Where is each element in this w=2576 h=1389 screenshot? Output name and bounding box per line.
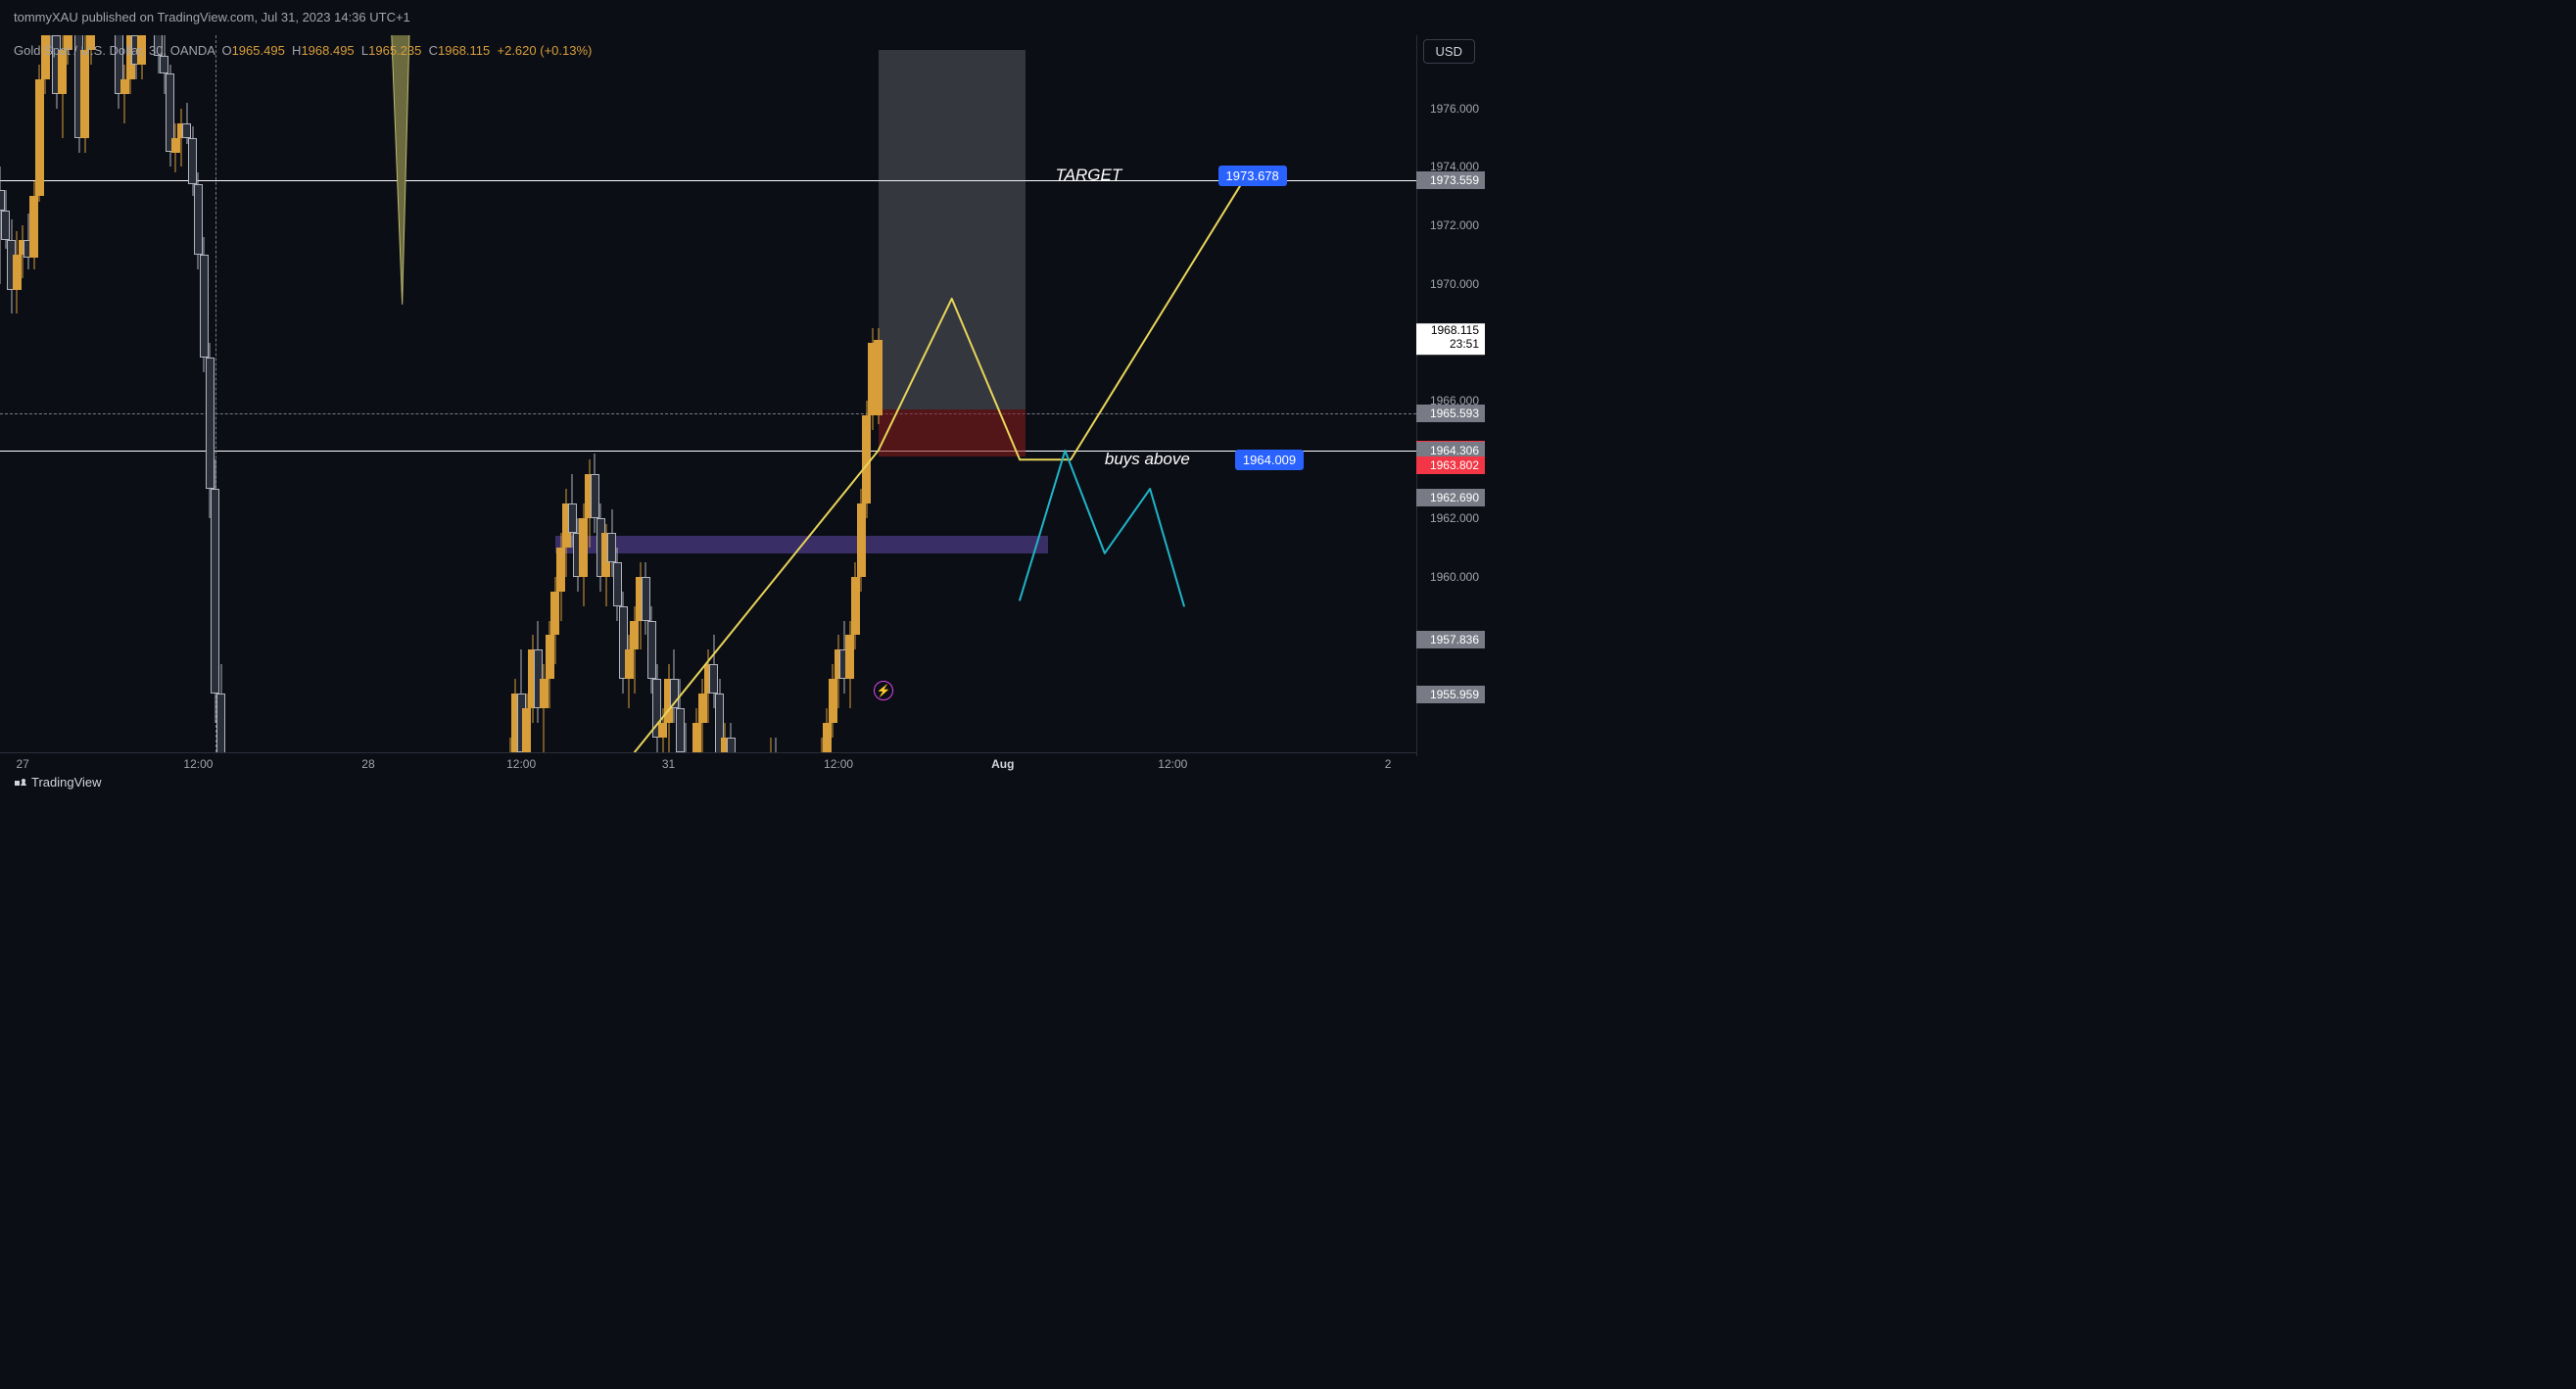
y-tick: 1970.000 [1430, 277, 1479, 291]
ohlc-close: 1968.115 [438, 43, 490, 58]
x-tick: 31 [662, 757, 675, 771]
annotation-text[interactable]: buys above [1105, 450, 1190, 469]
x-tick: 12:00 [824, 757, 853, 771]
x-tick: Aug [991, 757, 1014, 771]
y-price-marker: 1957.836 [1416, 631, 1485, 648]
x-tick: 2 [1385, 757, 1392, 771]
symbol-pair: Gold Spot / U.S. Dollar [14, 43, 142, 58]
y-price-marker: 1963.802 [1416, 456, 1485, 474]
tv-logo-text: TradingView [31, 775, 102, 790]
price-axis[interactable]: 1976.0001974.0001972.0001970.0001966.000… [1416, 35, 1485, 756]
ohlc-high: 1968.495 [301, 43, 354, 58]
tradingview-logo[interactable]: TradingView [14, 775, 102, 790]
annotation-text[interactable]: TARGET [1056, 166, 1122, 185]
currency-button[interactable]: USD [1423, 39, 1475, 64]
symbol-interval: 30 [149, 43, 163, 58]
y-price-marker: 1973.559 [1416, 171, 1485, 189]
time-axis[interactable]: 27 12:00 28 12:00 31 12:00 Aug 12:00 2 [0, 752, 1416, 776]
drawn-rectangle[interactable] [879, 409, 1026, 456]
symbol-source: OANDA [170, 43, 215, 58]
chart-plot-area[interactable]: TARGET buys above 1973.678 1964.009 ⚡ [0, 35, 1416, 752]
symbol-ohlc-bar: Gold Spot / U.S. Dollar, 30, OANDA O1965… [14, 43, 592, 58]
x-tick: 27 [16, 757, 28, 771]
candle[interactable] [874, 35, 883, 752]
y-price-marker: 1955.959 [1416, 686, 1485, 703]
y-tick: 1962.000 [1430, 511, 1479, 525]
y-tick: 1976.000 [1430, 102, 1479, 116]
wedge-shape[interactable] [385, 35, 413, 305]
x-tick: 12:00 [183, 757, 213, 771]
y-tick: 1960.000 [1430, 570, 1479, 584]
ohlc-change: +2.620 [498, 43, 537, 58]
price-tag[interactable]: 1964.009 [1235, 450, 1304, 470]
x-tick: 28 [361, 757, 374, 771]
price-tag[interactable]: 1973.678 [1218, 166, 1287, 186]
tv-logo-icon [14, 776, 27, 790]
drawn-rectangle[interactable] [879, 50, 1026, 409]
x-tick: 12:00 [1158, 757, 1187, 771]
forecast-path[interactable] [1020, 451, 1184, 606]
flash-icon[interactable]: ⚡ [874, 681, 893, 700]
attribution-text: tommyXAU published on TradingView.com, J… [14, 10, 410, 24]
ohlc-low: 1965.235 [368, 43, 421, 58]
chart-container: tommyXAU published on TradingView.com, J… [0, 0, 1485, 795]
candle[interactable] [245, 35, 254, 752]
x-tick: 12:00 [506, 757, 536, 771]
y-tick: 1972.000 [1430, 218, 1479, 232]
y-price-marker: 1968.11523:51 [1416, 323, 1485, 355]
y-price-marker: 1965.593 [1416, 405, 1485, 422]
y-price-marker: 1962.690 [1416, 489, 1485, 506]
ohlc-open: 1965.495 [232, 43, 285, 58]
ohlc-change-pct: (+0.13%) [540, 43, 592, 58]
